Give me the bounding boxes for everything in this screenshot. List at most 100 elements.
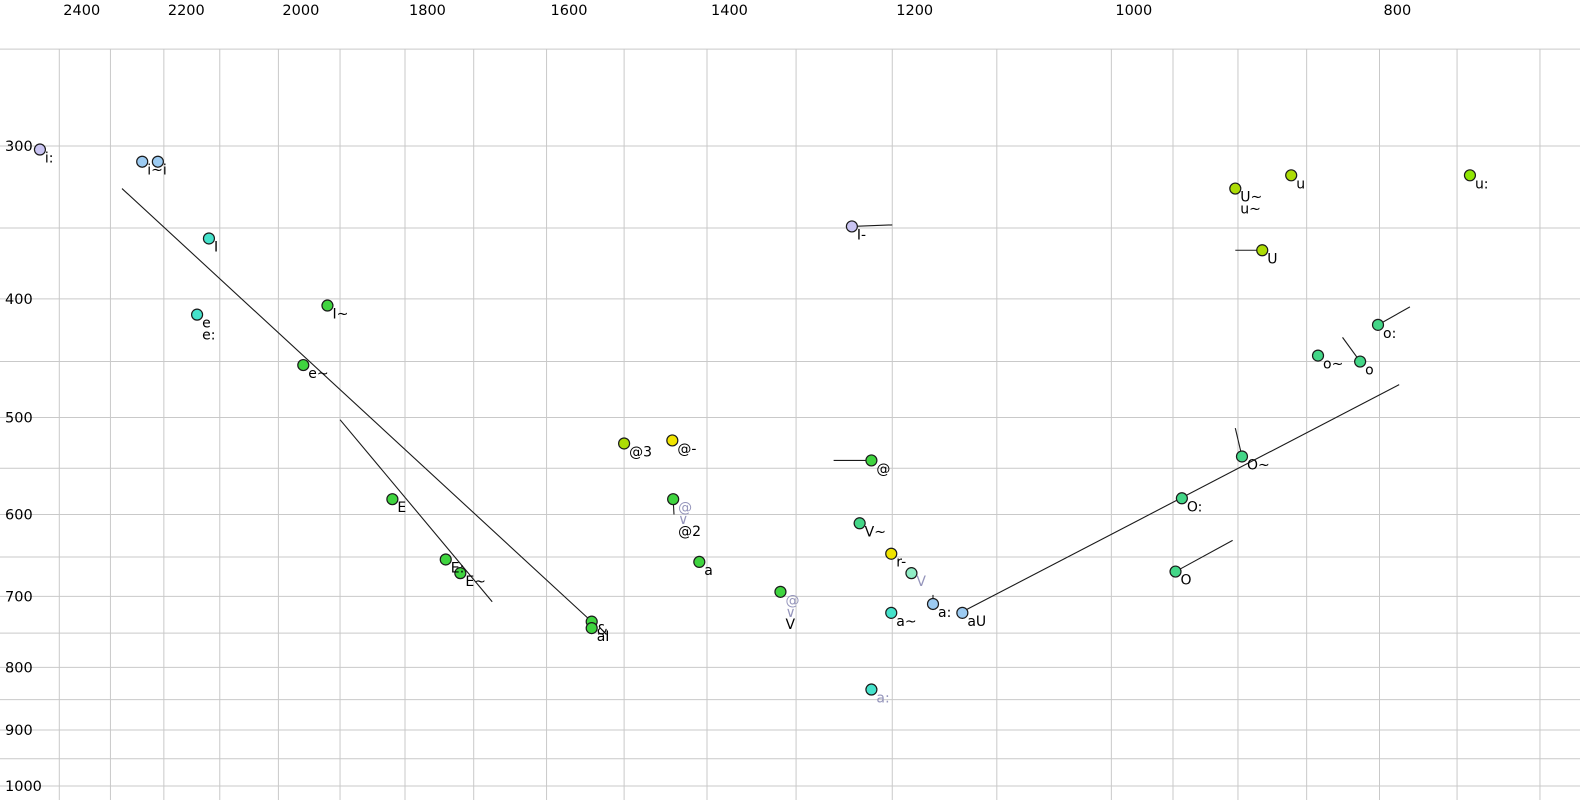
vowel-label-aI: aI [597,629,610,645]
vowel-point-o: [1371,318,1385,331]
x-tick-label: 1600 [551,3,588,19]
trajectory-line [121,188,596,625]
vowel-label-@: @ [876,461,890,477]
vowel-point-V~ [853,517,866,530]
trajectory-line [339,419,493,603]
vowel-point-E [386,493,399,506]
vowel-label-o~: o~ [1323,357,1343,373]
vowel-label-V: V [916,574,926,590]
vowel-point-I- [845,220,858,233]
vowel-label-E:: E: [451,560,465,576]
vowel-point-U [1256,244,1269,257]
vowel-point-u [1285,169,1298,182]
vowel-point-O: [1175,492,1188,505]
x-tick-label: 2000 [282,3,319,19]
vowel-label-aU: aU [967,614,986,630]
vowel-point-u~ [1229,182,1242,195]
vowel-label-O~: O~ [1247,457,1270,473]
y-tick-label: 500 [5,411,33,427]
x-tick-label: 2400 [63,3,100,19]
vowel-point-a~ [885,606,898,619]
vowel-label-u:: u: [1475,176,1489,192]
vowel-label-r-: r- [896,555,906,571]
vowel-point-I~ [321,299,334,312]
vowel-point-i~ [136,155,149,168]
vowel-label-o: o [1365,363,1374,379]
vowel-label-a:: a: [876,691,889,707]
vowel-label-V~: V~ [865,524,886,540]
vowel-point-i [151,155,164,168]
vowel-label-u: u [1296,176,1305,192]
vowel-label-e:: e: [202,328,215,344]
vowel-label-I~: I~ [332,307,348,323]
vowel-tail-line [851,224,893,227]
vowel-label-U~: U~ [1240,190,1262,206]
vowel-label-a:: a: [938,605,951,621]
vowel-point-aI [585,622,598,635]
vowel-point-aU [956,606,969,619]
vowel-tail-line [1377,306,1411,326]
vowel-label-I-: I- [857,227,866,243]
x-tick-label: 2200 [168,3,205,19]
vowel-point-r- [885,547,898,560]
vowel-point-e~ [297,358,310,372]
vowel-label-O: O [1181,573,1192,589]
vowel-label-O:: O: [1187,499,1203,515]
vowel-label-i:: i: [45,151,54,167]
y-tick-label: 700 [5,589,33,605]
y-tick-label: 1000 [5,779,42,795]
vowel-label-∨: ∨ [678,512,688,528]
vowel-point-O~ [1235,450,1249,463]
x-tick-label: 800 [1384,3,1412,19]
vowel-label-@2: @2 [678,524,701,540]
vowel-label-E: E [397,500,406,516]
vowel-point-a: [926,597,940,611]
vowel-point-@2 [667,493,680,506]
y-tick-label: 900 [5,723,33,739]
vowel-label-E~: E~ [465,574,486,590]
vowel-point-e: [190,308,204,321]
vowel-label-∨: ∨ [785,605,795,621]
vowel-tail-line [1175,539,1233,573]
vowel-point-a: [865,683,878,696]
vowel-label-i: i [163,163,167,179]
y-tick-label: 400 [5,292,33,308]
vowel-label-e~: e~ [308,366,328,382]
vowel-label-a~: a~ [896,614,916,630]
y-tick-label: 600 [5,507,33,523]
vowel-label-@3: @3 [629,444,652,460]
x-tick-label: 1000 [1115,3,1152,19]
vowel-point-i: [33,143,47,156]
vowel-label-a: a [704,563,713,579]
vowel-point-u: [1463,169,1477,182]
vowel-point-V [905,567,918,580]
vowel-label-@: @ [678,500,692,516]
vowel-point-E~ [454,567,467,580]
vowel-label-&: & [597,623,608,639]
vowel-point-@- [666,434,679,447]
vowel-point-V [774,585,787,598]
vowel-label-u~: u~ [1240,202,1261,218]
vowel-point-E: [439,553,452,566]
vowel-label-@-: @- [677,441,696,457]
vowel-label-V: V [785,617,795,633]
vowel-label-@: @ [785,593,799,609]
vowel-point-@ [865,454,878,467]
vowel-label-o:: o: [1383,326,1396,342]
vowel-point-o~ [1311,349,1325,362]
vowel-point-o [1354,355,1367,368]
vowel-label-i~: i~ [147,163,163,179]
vowel-label-e: e [202,316,211,332]
x-tick-label: 1200 [896,3,933,19]
x-tick-label: 1800 [409,3,446,19]
vowel-label-I: I [214,239,218,255]
vowel-point-@3 [618,437,631,450]
vowel-point-O [1169,565,1182,578]
vowel-label-U: U [1267,251,1277,267]
x-tick-label: 1400 [711,3,748,19]
vowel-point-a [693,555,706,569]
vowel-point-I [202,232,216,245]
y-tick-label: 800 [5,660,33,676]
